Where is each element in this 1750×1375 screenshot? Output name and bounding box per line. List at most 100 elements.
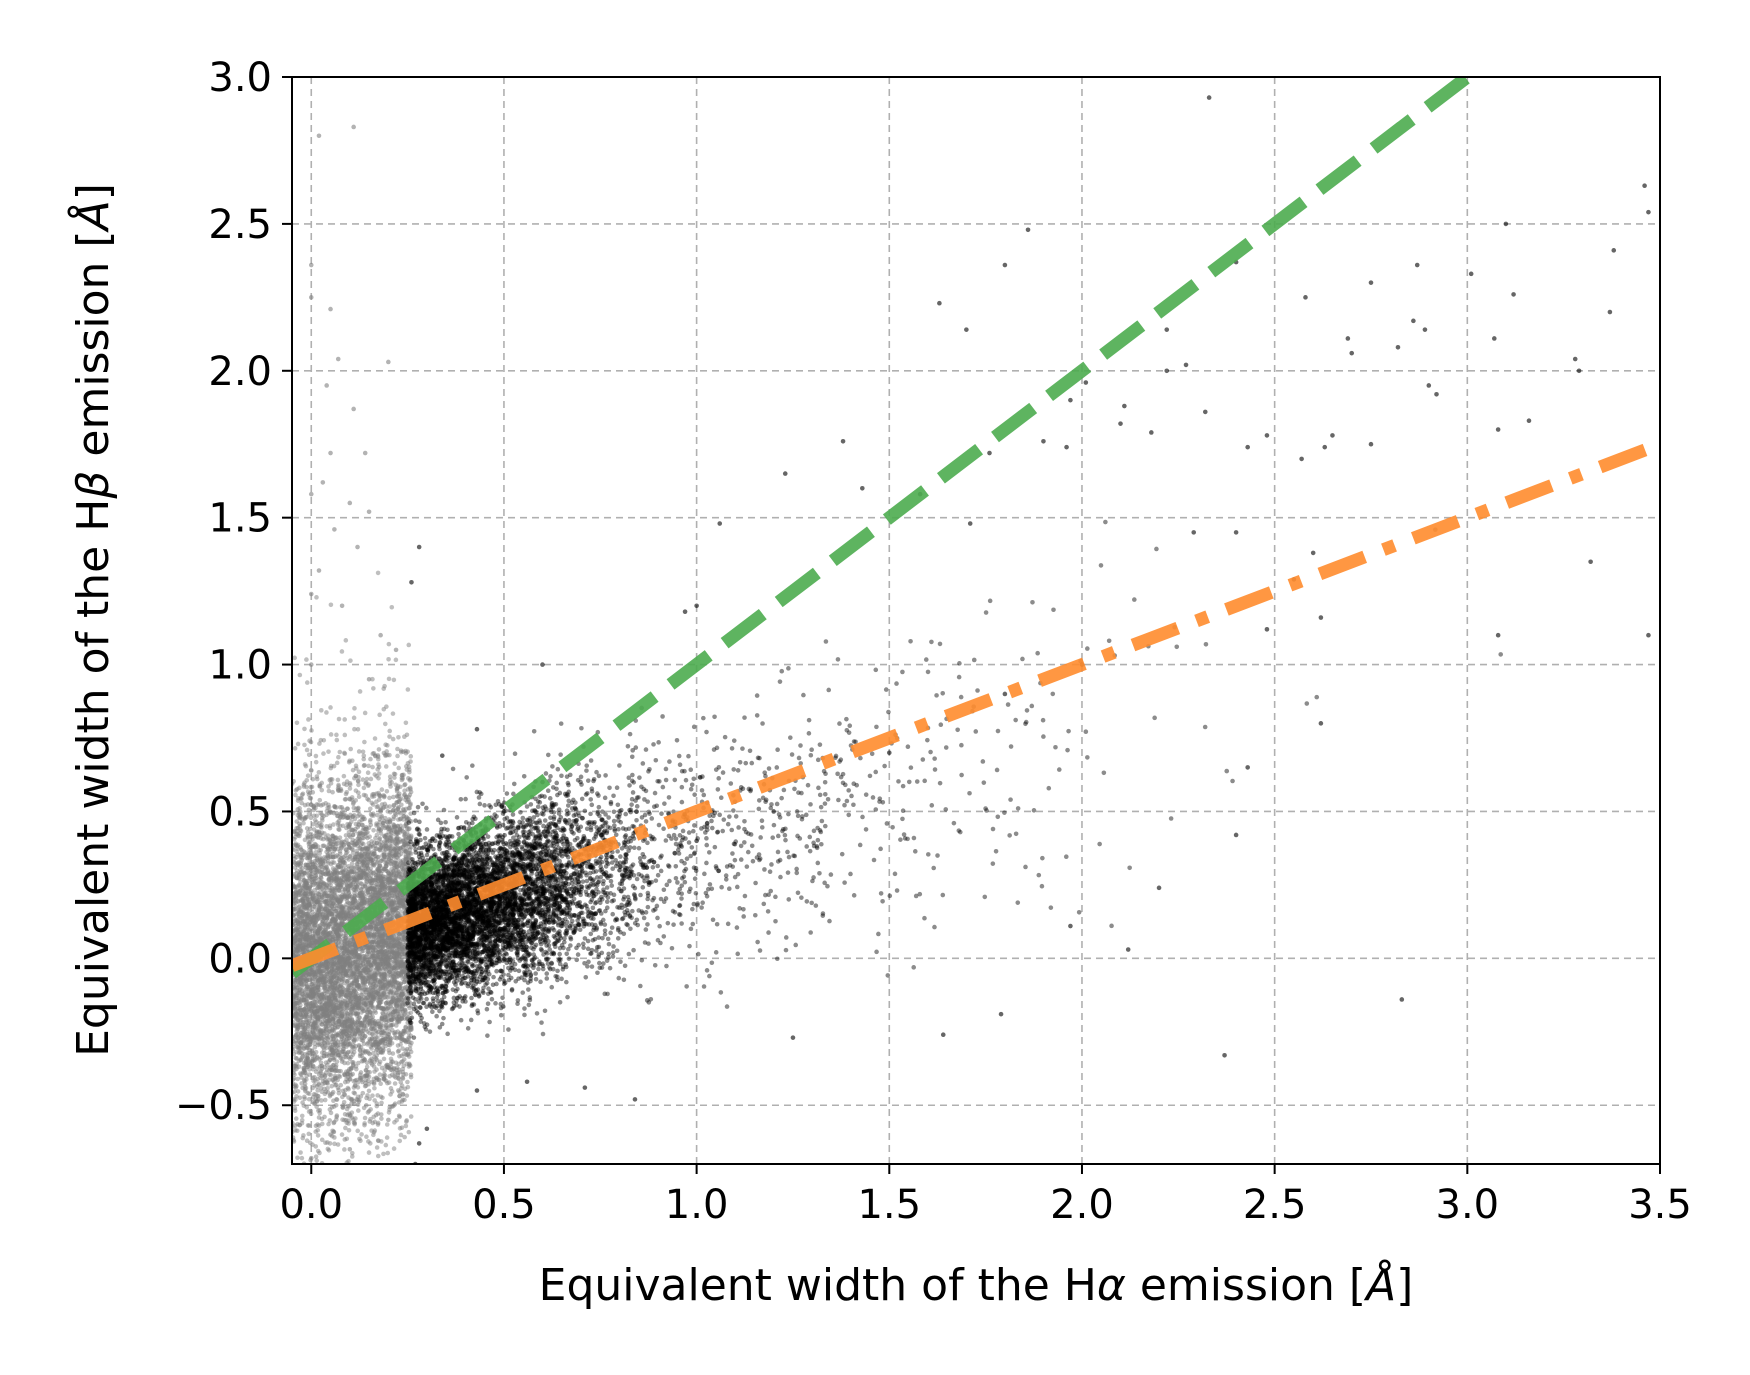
grey-scatter-point	[364, 1072, 369, 1078]
grey-scatter-point	[374, 821, 379, 826]
grey-scatter-point	[328, 705, 333, 710]
grey-scatter-point	[322, 1097, 328, 1103]
grey-scatter-point	[294, 868, 300, 873]
grey-scatter-point	[305, 833, 310, 839]
grey-scatter-point	[375, 1111, 381, 1116]
grey-scatter-point	[336, 1090, 342, 1096]
grey-scatter-point	[326, 749, 331, 754]
grey-scatter-point	[319, 1098, 324, 1103]
grey-scatter-point	[356, 1108, 361, 1113]
grey-scatter-point	[314, 1158, 320, 1163]
grey-scatter-point	[294, 854, 299, 860]
grey-scatter-point	[306, 752, 312, 758]
grey-scatter-point	[342, 732, 348, 738]
grey-scatter-point	[400, 1091, 406, 1097]
grey-scatter-point	[392, 1081, 398, 1086]
grey-scatter-point	[376, 1061, 382, 1067]
grey-scatter-point	[379, 1100, 384, 1106]
grey-scatter-point	[339, 1010, 345, 1015]
grey-scatter-point	[305, 773, 311, 779]
grey-scatter-point	[298, 1150, 303, 1155]
grey-scatter-point	[381, 1056, 387, 1062]
grey-scatter-point	[351, 1085, 357, 1090]
grey-scatter-point	[407, 778, 413, 783]
grey-scatter-point	[355, 1128, 361, 1134]
grey-scatter-point	[408, 1114, 414, 1119]
grey-scatter-point	[342, 1111, 348, 1117]
grey-scatter-point	[323, 1140, 328, 1145]
grey-scatter-point	[362, 710, 368, 716]
grey-scatter-point	[405, 1079, 410, 1085]
grey-scatter-point	[314, 774, 320, 779]
grey-scatter-point	[294, 1128, 300, 1134]
grey-scatter-point	[389, 604, 395, 610]
grey-scatter-point	[387, 774, 393, 779]
grey-scatter-point	[391, 1146, 397, 1151]
grey-scatter-point	[365, 770, 371, 776]
grey-scatter-point	[316, 891, 321, 897]
grey-scatter-point	[401, 1028, 406, 1034]
grey-scatter-point	[367, 806, 373, 812]
grey-scatter-point	[382, 1036, 388, 1041]
grey-scatter-point	[366, 763, 371, 769]
grey-scatter-point	[328, 732, 334, 737]
grey-scatter-point	[375, 754, 381, 760]
grey-scatter-point	[347, 786, 353, 791]
grey-scatter-point	[313, 1154, 319, 1159]
grey-scatter-point	[326, 1018, 332, 1023]
grey-scatter-point	[384, 1122, 390, 1127]
grey-scatter-point	[384, 788, 390, 794]
grey-scatter-point	[370, 764, 375, 770]
grey-scatter-point	[313, 753, 319, 759]
grey-scatter-point	[373, 1010, 379, 1015]
grey-scatter-point	[308, 739, 314, 745]
grey-scatter-point	[343, 934, 348, 939]
grey-scatter-point	[312, 1045, 318, 1050]
grey-scatter-point	[310, 1085, 315, 1091]
grey-scatter-point	[321, 843, 327, 849]
grey-scatter-point	[381, 706, 387, 712]
grey-scatter-point	[403, 1123, 409, 1129]
grey-scatter-point	[384, 1135, 390, 1140]
grey-scatter-point	[366, 1150, 372, 1155]
grey-scatter-point	[307, 1072, 312, 1077]
grey-scatter-point	[408, 1072, 414, 1078]
grey-scatter-point	[390, 711, 396, 716]
grey-scatter-point	[316, 770, 322, 775]
grey-scatter-point	[358, 1138, 363, 1144]
grey-scatter-point	[402, 1086, 408, 1092]
grey-scatter-point	[294, 819, 300, 824]
grey-scatter-point	[369, 800, 375, 806]
grey-scatter-point	[396, 765, 401, 771]
grey-scatter-point	[359, 1075, 364, 1081]
grey-scatter-point	[361, 785, 367, 791]
grey-scatter-point	[380, 822, 385, 828]
grey-scatter-point	[351, 1101, 357, 1107]
grey-scatter-point	[370, 1093, 375, 1098]
grey-scatter-point	[325, 1146, 331, 1152]
grey-scatter-point	[340, 1094, 345, 1100]
grey-scatter-point	[327, 1107, 333, 1112]
grey-scatter-point	[292, 655, 297, 661]
grey-scatter-point	[317, 797, 323, 803]
grey-scatter-point	[367, 834, 372, 840]
grey-scatter-point	[310, 821, 316, 827]
grey-scatter-point	[328, 1110, 334, 1116]
grey-scatter-point	[314, 1066, 320, 1071]
grey-scatter-point	[345, 806, 350, 812]
grey-scatter-point	[352, 775, 357, 781]
grey-scatter-point	[360, 749, 366, 755]
grey-scatter-point	[363, 1067, 369, 1073]
grey-scatter-point	[331, 1104, 337, 1109]
grey-scatter-point	[352, 706, 357, 711]
grey-scatter-point	[342, 797, 348, 802]
grey-scatter-point	[381, 1151, 386, 1157]
grey-scatter-point	[315, 1088, 320, 1093]
grey-scatter-point	[406, 1054, 412, 1059]
grey-scatter-point	[337, 823, 343, 828]
grey-scatter-point	[319, 1137, 325, 1143]
grey-scatter-point	[331, 854, 336, 860]
grey-scatter-point	[306, 807, 312, 813]
grey-scatter-point	[406, 642, 412, 648]
grey-scatter-point	[324, 1051, 329, 1057]
